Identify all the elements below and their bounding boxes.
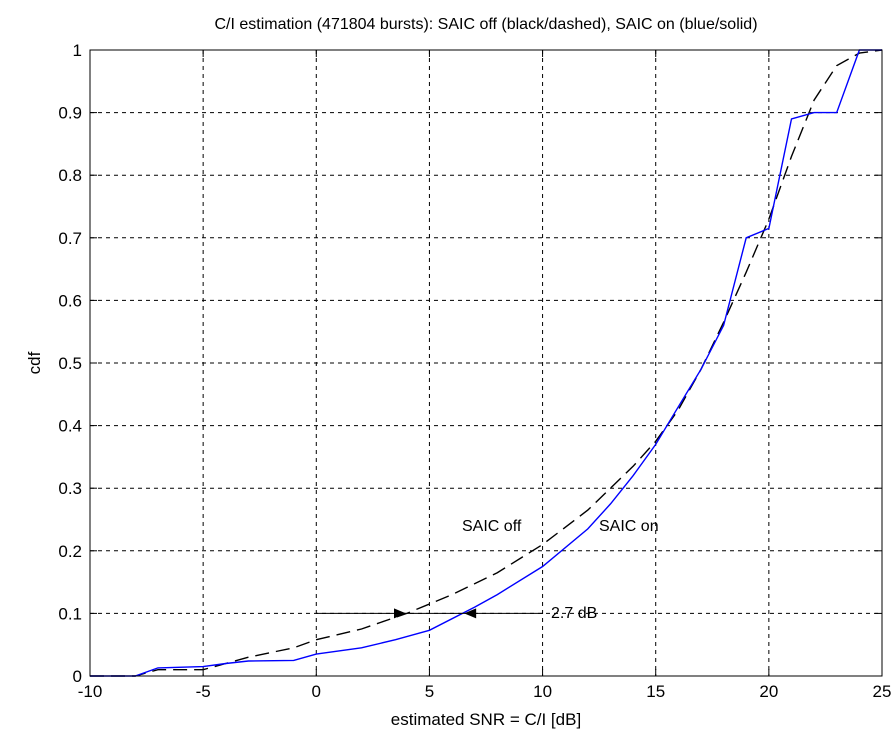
x-tick-label: -10 (78, 682, 103, 701)
series-line-saic-off (90, 49, 883, 677)
y-tick-label: 0.1 (58, 604, 82, 623)
y-tick-label: 0.2 (58, 542, 82, 561)
series-line-saic-on (90, 49, 882, 677)
x-axis-label: estimated SNR = C/I [dB] (391, 710, 581, 729)
x-tick-label: 20 (759, 682, 778, 701)
annotation-gain: 2.7 dB (551, 605, 597, 622)
y-tick-label: 0.8 (58, 166, 82, 185)
y-tick-label: 0.9 (58, 104, 82, 123)
y-tick-label: 0 (73, 667, 82, 686)
y-tick-label: 0.6 (58, 291, 82, 310)
y-tick-label: 0.4 (58, 417, 82, 436)
annotation-saic-on: SAIC on (599, 518, 659, 535)
x-tick-label: -5 (196, 682, 211, 701)
series-layer (90, 49, 883, 677)
y-tick-label: 0.5 (58, 354, 82, 373)
x-tick-label: 25 (873, 682, 892, 701)
annotation-saic-off: SAIC off (462, 518, 522, 535)
annotation-layer (316, 608, 543, 619)
y-tick-label: 0.3 (58, 479, 82, 498)
y-tick-label: 1 (73, 41, 82, 60)
grid-layer (90, 50, 882, 676)
x-tick-label: 5 (425, 682, 434, 701)
x-tick-label: 0 (312, 682, 321, 701)
x-tick-label: 10 (533, 682, 552, 701)
tick-layer: -10 -5 0 5 10 15 20 25 0 0.1 0.2 0.3 0.4 0.5 0.6 0.7 0.8… (58, 41, 891, 701)
y-axis-label: cdf (25, 351, 44, 374)
y-tick-label: 0.7 (58, 229, 82, 248)
x-tick-label: 15 (646, 682, 665, 701)
gain-arrowhead-left (464, 608, 477, 619)
gain-arrowhead-right (394, 608, 407, 619)
chart-title: C/I estimation (471804 bursts): SAIC off… (214, 16, 757, 33)
